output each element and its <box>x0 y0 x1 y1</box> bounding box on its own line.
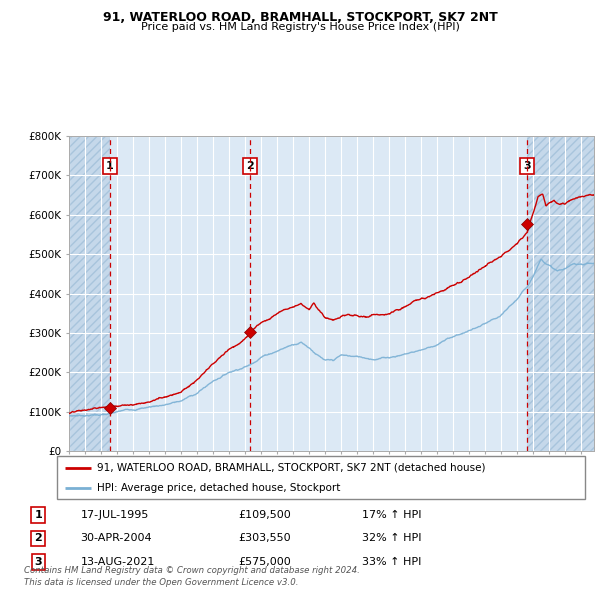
Bar <box>527 136 594 451</box>
Text: 30-APR-2004: 30-APR-2004 <box>80 533 152 543</box>
Text: 2: 2 <box>34 533 42 543</box>
Text: £303,550: £303,550 <box>238 533 291 543</box>
Text: 32% ↑ HPI: 32% ↑ HPI <box>362 533 422 543</box>
Text: 33% ↑ HPI: 33% ↑ HPI <box>362 557 422 567</box>
Text: 17-JUL-1995: 17-JUL-1995 <box>80 510 149 520</box>
Text: 13-AUG-2021: 13-AUG-2021 <box>80 557 155 567</box>
Text: £109,500: £109,500 <box>238 510 291 520</box>
Text: 1: 1 <box>106 160 113 171</box>
Text: 2: 2 <box>247 160 254 171</box>
Text: 91, WATERLOO ROAD, BRAMHALL, STOCKPORT, SK7 2NT: 91, WATERLOO ROAD, BRAMHALL, STOCKPORT, … <box>103 11 497 24</box>
Text: HPI: Average price, detached house, Stockport: HPI: Average price, detached house, Stoc… <box>97 483 340 493</box>
Text: 17% ↑ HPI: 17% ↑ HPI <box>362 510 422 520</box>
Bar <box>69 136 110 451</box>
Text: 1: 1 <box>34 510 42 520</box>
Text: Price paid vs. HM Land Registry's House Price Index (HPI): Price paid vs. HM Land Registry's House … <box>140 22 460 32</box>
Text: £575,000: £575,000 <box>238 557 291 567</box>
Text: Contains HM Land Registry data © Crown copyright and database right 2024.
This d: Contains HM Land Registry data © Crown c… <box>24 566 360 587</box>
Text: 91, WATERLOO ROAD, BRAMHALL, STOCKPORT, SK7 2NT (detached house): 91, WATERLOO ROAD, BRAMHALL, STOCKPORT, … <box>97 463 485 473</box>
Text: 3: 3 <box>523 160 531 171</box>
Text: 3: 3 <box>34 557 42 567</box>
